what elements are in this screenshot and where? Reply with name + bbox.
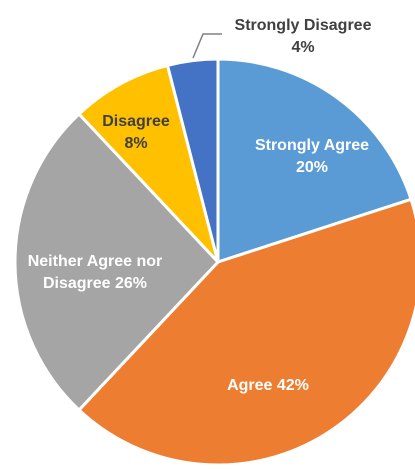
- pie-slice-agree: [77, 197, 415, 467]
- data-label-value: 20%: [296, 159, 328, 176]
- data-label-value: 26%: [115, 275, 147, 292]
- pie-slice-strongly-disagree: [166, 57, 220, 264]
- data-label-value: 42%: [272, 377, 308, 394]
- leader-line-strongly-disagree: [192, 33, 222, 59]
- data-label-text: Disagree: [102, 113, 170, 130]
- pie-slice-strongly-agree: [216, 57, 413, 264]
- data-label-strongly-disagree: Strongly Disagree 4%: [235, 17, 372, 56]
- data-label-text: Strongly Agree: [255, 137, 369, 154]
- slices-layer: [13, 57, 415, 467]
- leader-lines-layer: [192, 33, 222, 59]
- data-label-neither-agree-nor-disagree: Neither Agree nor Disagree 26%: [28, 253, 163, 292]
- data-label-value: 4%: [291, 39, 314, 56]
- data-label-text-line2: Disagree: [43, 275, 115, 292]
- data-label-text: Strongly Disagree: [235, 17, 372, 34]
- data-label-disagree: Disagree 8%: [102, 113, 170, 152]
- data-label-text-line1: Neither Agree nor: [28, 253, 163, 270]
- data-label-text: Agree: [227, 377, 272, 394]
- pie-slice-neither-agree-nor-disagree: [13, 112, 220, 412]
- data-label-value: 8%: [124, 135, 147, 152]
- data-label-strongly-agree: Strongly Agree 20%: [255, 137, 369, 176]
- pie-slice-disagree: [77, 63, 220, 264]
- data-labels-layer: Strongly Agree 20% Agree 42% Neither Agree …: [28, 17, 372, 394]
- data-label-agree: Agree 42%: [227, 377, 309, 394]
